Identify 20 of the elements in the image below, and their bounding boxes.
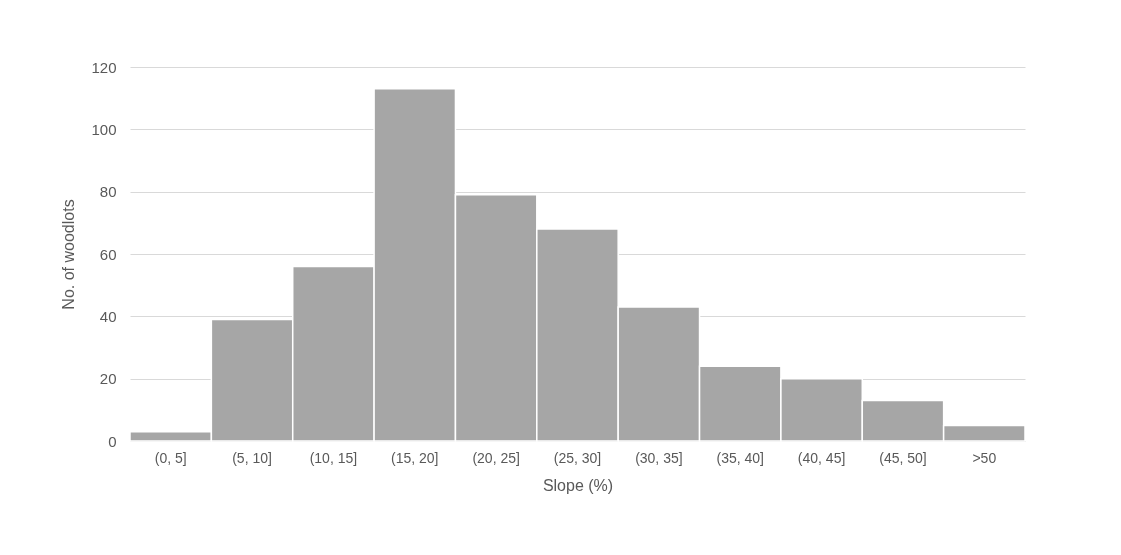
x-tick-label: (30, 35]	[635, 449, 683, 466]
x-tick-label: (5, 10]	[232, 449, 272, 466]
x-tick-label: (40, 45]	[797, 449, 846, 466]
y-tick-label: 60	[99, 245, 117, 263]
x-tick-label: (15, 20]	[391, 449, 439, 466]
x-tick-label: (25, 30]	[553, 449, 602, 466]
y-tick-label: 0	[108, 432, 117, 450]
x-tick-label: (20, 25]	[472, 449, 520, 466]
y-tick-label: 100	[91, 120, 117, 138]
y-tick-label: 40	[99, 307, 117, 325]
y-tick-label: 120	[91, 58, 117, 76]
y-tick-label: 80	[99, 183, 117, 201]
x-axis-title: Slope (%)	[542, 476, 614, 494]
y-tick-label: 20	[99, 370, 117, 388]
x-tick-label: >50	[972, 449, 997, 466]
x-tick-label: (45, 50]	[879, 449, 927, 466]
x-tick-label: (10, 15]	[309, 449, 358, 466]
x-tick-label: (35, 40]	[716, 449, 764, 466]
x-tick-label: (0, 5]	[154, 449, 187, 466]
y-axis-title: No. of woodlots	[60, 199, 78, 310]
